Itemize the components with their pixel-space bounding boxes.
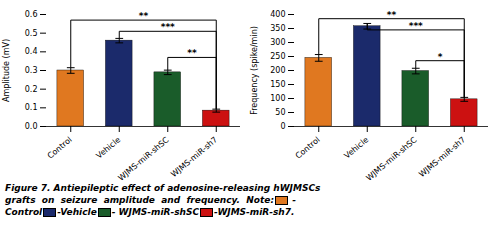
svg-text:150: 150 — [270, 80, 285, 89]
svg-text:100: 100 — [270, 94, 285, 103]
svg-text:0.1: 0.1 — [25, 103, 38, 112]
svg-text:0.6: 0.6 — [25, 10, 38, 19]
svg-text:WJMS-miR-sh7: WJMS-miR-sh7 — [169, 135, 219, 179]
html-text:grafts on seizure amplitude an: grafts on seizure amplitude and frequenc… — [5, 195, 274, 205]
svg-text:WJMS-miR-sh7: WJMS-miR-sh7 — [417, 135, 467, 179]
svg-text:Control: Control — [46, 135, 74, 160]
svg-text:400: 400 — [270, 10, 285, 19]
html-text:Control: Control — [5, 207, 43, 217]
svg-text:350: 350 — [270, 24, 285, 33]
svg-text:WJMS-miR-shSC: WJMS-miR-shSC — [116, 135, 170, 180]
svg-text:*: * — [438, 52, 443, 62]
svg-text:Vehicle: Vehicle — [94, 135, 122, 160]
svg-text:200: 200 — [270, 66, 285, 75]
svg-text:250: 250 — [270, 52, 285, 61]
html-text:Figure 7. Antiepileptic effect: Figure 7. Antiepileptic effect of adenos… — [5, 183, 321, 193]
svg-text:Control: Control — [294, 135, 322, 160]
svg-text:0.0: 0.0 — [25, 122, 38, 131]
svg-text:0.5: 0.5 — [25, 29, 38, 38]
svg-text:0: 0 — [280, 122, 285, 131]
svg-text:50: 50 — [275, 108, 285, 117]
svg-text:300: 300 — [270, 38, 285, 47]
svg-text:0.2: 0.2 — [25, 85, 38, 94]
svg-text:WJMS-miR-shSC: WJMS-miR-shSC — [364, 135, 418, 180]
html-text:-WJMS-miR-sh7.: -WJMS-miR-sh7. — [214, 207, 295, 217]
svg-text:Vehicle: Vehicle — [342, 135, 370, 160]
svg-text:0.3: 0.3 — [25, 66, 38, 75]
svg-text:**: ** — [387, 10, 397, 20]
svg-text:Amplitude (mV): Amplitude (mV) — [2, 39, 11, 102]
svg-text:***: *** — [409, 21, 423, 31]
svg-text:**: ** — [139, 11, 149, 21]
html-text:-Vehicle: -Vehicle — [57, 207, 97, 217]
svg-text:***: *** — [161, 22, 175, 32]
svg-text:0.4: 0.4 — [25, 47, 38, 56]
svg-text:Frequency (spike/min): Frequency (spike/min) — [250, 26, 259, 115]
svg-text:**: ** — [187, 48, 197, 58]
html-text:- WJMS-miR-shSC: - WJMS-miR-shSC — [111, 207, 199, 217]
